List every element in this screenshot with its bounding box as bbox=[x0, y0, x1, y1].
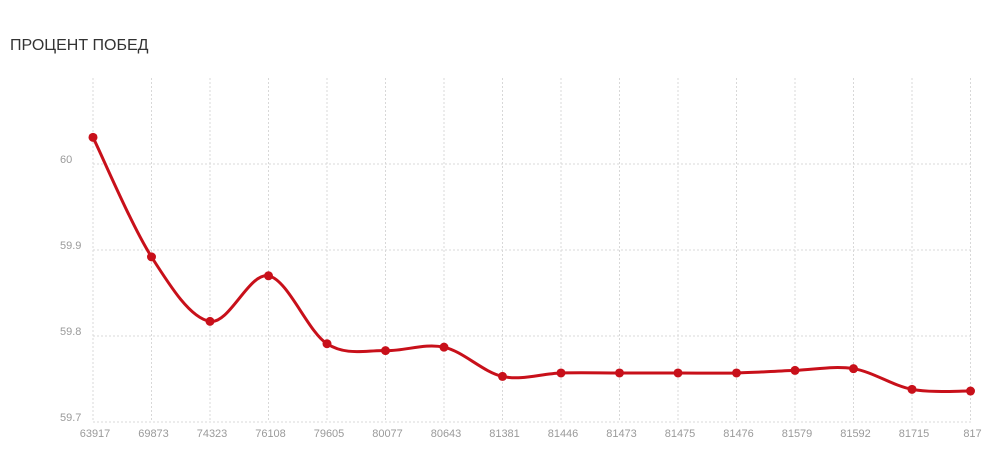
point bbox=[732, 368, 741, 378]
chart-title: ПРОЦЕНТ ПОБЕД bbox=[10, 37, 149, 54]
point bbox=[322, 339, 332, 349]
point bbox=[966, 386, 975, 396]
y-tick-label: 59.8 bbox=[60, 326, 81, 338]
y-tick-label: 60 bbox=[60, 154, 72, 166]
point bbox=[147, 252, 156, 262]
x-tick-label: 81473 bbox=[606, 428, 637, 440]
x-tick-label: 80643 bbox=[431, 428, 462, 440]
point bbox=[907, 384, 917, 394]
x-tick-label: 81446 bbox=[548, 428, 579, 440]
y-tick-label: 59.9 bbox=[60, 240, 81, 252]
x-tick-label: 81579 bbox=[782, 428, 813, 440]
point bbox=[556, 368, 566, 378]
x-tick-label: 74323 bbox=[197, 428, 228, 440]
point bbox=[264, 271, 273, 281]
x-tick-label: 81715 bbox=[899, 428, 930, 440]
point bbox=[790, 365, 800, 375]
x-tick-label: 81592 bbox=[840, 428, 871, 440]
point bbox=[498, 371, 507, 381]
x-tick-label: 817 bbox=[963, 428, 981, 440]
point bbox=[673, 368, 683, 378]
x-tick-label: 69873 bbox=[138, 428, 169, 440]
x-tick-label: 81381 bbox=[489, 428, 520, 440]
point bbox=[615, 368, 624, 378]
x-tick-label: 80077 bbox=[372, 428, 403, 440]
point bbox=[439, 342, 449, 352]
point bbox=[88, 132, 98, 142]
x-tick-label: 81476 bbox=[723, 428, 754, 440]
point bbox=[381, 346, 390, 356]
point bbox=[205, 316, 215, 326]
point bbox=[849, 364, 858, 374]
line bbox=[91, 136, 971, 393]
x-tick-label: 81475 bbox=[665, 428, 696, 440]
x-tick-label: 79605 bbox=[314, 428, 345, 440]
x-tick-label: 63917 bbox=[80, 428, 111, 440]
y-tick-label: 59.7 bbox=[60, 412, 81, 424]
x-tick-label: 76108 bbox=[255, 428, 286, 440]
